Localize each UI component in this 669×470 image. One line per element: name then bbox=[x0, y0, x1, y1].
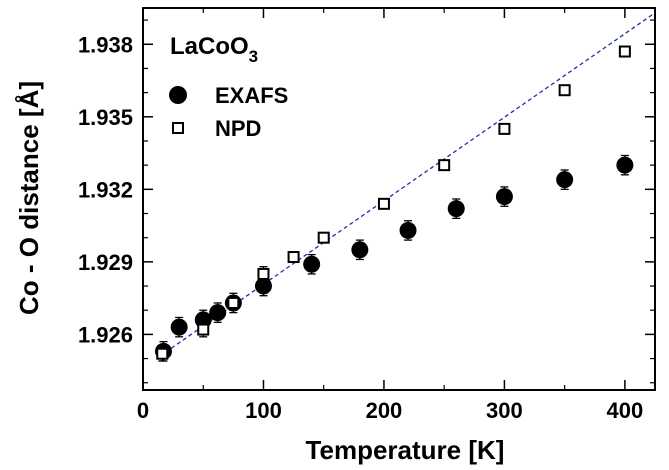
exafs-point bbox=[351, 241, 369, 259]
x-axis-title: Temperature [K] bbox=[306, 435, 505, 465]
npd-point bbox=[257, 267, 270, 280]
chart-title-main: LaCoO bbox=[170, 33, 249, 60]
plot-frame bbox=[142, 7, 656, 391]
npd-series bbox=[156, 45, 631, 362]
x-tick-label: 100 bbox=[245, 398, 282, 423]
npd-point bbox=[227, 296, 240, 309]
exafs-point bbox=[254, 277, 272, 295]
npd-point bbox=[197, 323, 210, 336]
legend-exafs-marker bbox=[169, 86, 187, 104]
exafs-point bbox=[209, 304, 227, 322]
legend-npd-label: NPD bbox=[215, 116, 261, 141]
x-tick-label: 300 bbox=[486, 398, 523, 423]
exafs-point bbox=[303, 255, 321, 273]
y-tick-label: 1.932 bbox=[78, 177, 133, 202]
exafs-point bbox=[447, 200, 465, 218]
x-tick-label: 200 bbox=[366, 398, 403, 423]
y-tick-label: 1.929 bbox=[78, 250, 133, 275]
y-tick-label: 1.938 bbox=[78, 32, 133, 57]
y-axis-title: Co - O distance [Å] bbox=[14, 81, 44, 315]
exafs-point bbox=[495, 188, 513, 206]
npd-point bbox=[377, 197, 390, 210]
plot-frame-group bbox=[142, 7, 656, 391]
exafs-point bbox=[170, 318, 188, 336]
npd-point bbox=[156, 347, 169, 360]
npd-point bbox=[498, 122, 511, 135]
chart-title: LaCoO3 bbox=[170, 33, 258, 66]
legend: EXAFS NPD bbox=[169, 83, 288, 141]
y-tick-label: 1.935 bbox=[78, 105, 133, 130]
legend-npd-marker bbox=[172, 122, 184, 134]
chart-title-subscript: 3 bbox=[249, 47, 258, 66]
legend-exafs-label: EXAFS bbox=[215, 83, 288, 108]
npd-point bbox=[558, 84, 571, 97]
npd-point bbox=[287, 251, 300, 264]
y-tick-label: 1.926 bbox=[78, 322, 133, 347]
ticks-group: 0 100 200 300 400 1.926 1.929 1.932 1.935 1.938 bbox=[78, 8, 655, 423]
npd-point bbox=[438, 159, 451, 172]
exafs-point bbox=[616, 156, 634, 174]
x-tick-label: 0 bbox=[137, 398, 149, 423]
npd-point bbox=[618, 45, 631, 58]
npd-point bbox=[317, 231, 330, 244]
exafs-series bbox=[154, 154, 634, 362]
fit-line bbox=[159, 12, 656, 357]
x-tick-label: 400 bbox=[607, 398, 644, 423]
exafs-point bbox=[556, 171, 574, 189]
exafs-point bbox=[399, 221, 417, 239]
fit-line-group bbox=[159, 12, 656, 357]
